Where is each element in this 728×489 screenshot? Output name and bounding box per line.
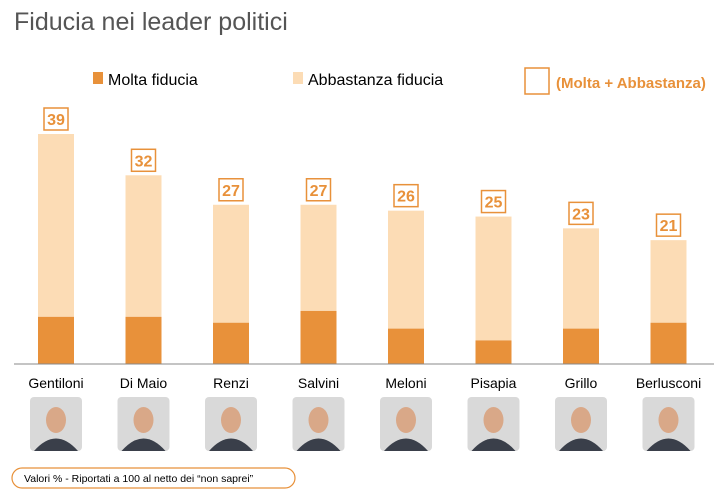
- bar-abbastanza-berlusconi: [650, 240, 687, 323]
- photo-face: [133, 407, 154, 433]
- legend: Molta fiducia Abbastanza fiducia (Molta …: [93, 67, 706, 95]
- photo-face: [658, 407, 679, 433]
- category-label-grillo: Grillo: [565, 375, 598, 391]
- legend-swatch-abbastanza: [293, 72, 303, 84]
- leader-photos-group: [30, 397, 695, 451]
- photo-shoulders: [559, 438, 603, 451]
- total-label-pisapia: 25: [485, 195, 503, 212]
- photo-face: [571, 407, 591, 433]
- photo-pisapia: [467, 397, 520, 451]
- category-label-salvini: Salvini: [298, 375, 339, 391]
- photo-di-maio: [117, 397, 170, 451]
- total-label-meloni: 26: [397, 189, 415, 206]
- photo-shoulders: [646, 438, 691, 451]
- photo-gentiloni: [30, 397, 82, 451]
- footnote-box: [11, 467, 296, 489]
- category-label-gentiloni: Gentiloni: [28, 375, 83, 391]
- bars-group: [38, 134, 687, 364]
- total-box-meloni: [393, 183, 419, 208]
- legend-swatch-molta: [93, 72, 103, 84]
- chart-title: Fiducia nei leader politici: [14, 8, 288, 36]
- category-label-renzi: Renzi: [213, 375, 249, 391]
- photo-shoulders: [296, 438, 341, 451]
- bar-abbastanza-pisapia: [475, 216, 512, 341]
- footnote-text: Valori % - Riportati a 100 al netto dei …: [24, 473, 254, 485]
- bar-molta-meloni: [388, 328, 424, 364]
- photo-renzi: [205, 397, 257, 451]
- bar-abbastanza-salvini: [300, 204, 337, 311]
- photo-shoulders: [121, 438, 166, 451]
- legend-label-abbastanza: Abbastanza fiducia: [308, 72, 443, 89]
- bar-abbastanza-grillo: [563, 228, 599, 329]
- total-label-renzi: 27: [222, 183, 240, 200]
- legend-label-total: (Molta + Abbastanza): [556, 75, 706, 92]
- bar-abbastanza-di-maio: [125, 175, 162, 317]
- photo-face: [221, 407, 241, 433]
- photo-shoulders: [209, 438, 253, 451]
- photo-face: [396, 407, 416, 433]
- photo-meloni: [380, 397, 432, 451]
- bar-molta-pisapia: [475, 340, 512, 364]
- photo-shoulders: [34, 438, 78, 451]
- category-label-pisapia: Pisapia: [471, 375, 517, 391]
- total-labels-group: 39 32 27 27 26 25 23 21: [43, 107, 682, 237]
- total-box-gentiloni: [43, 107, 69, 131]
- bar-abbastanza-meloni: [388, 210, 424, 329]
- total-box-grillo: [568, 201, 594, 226]
- total-label-grillo: 23: [572, 206, 590, 223]
- category-label-di-maio: Di Maio: [120, 375, 168, 391]
- total-label-salvini: 27: [310, 183, 328, 200]
- photo-salvini: [292, 397, 345, 451]
- photo-face: [483, 407, 504, 433]
- photo-face: [46, 407, 66, 433]
- legend-label-molta: Molta fiducia: [108, 72, 198, 89]
- bar-molta-berlusconi: [650, 322, 687, 364]
- total-box-di-maio: [130, 148, 157, 173]
- bar-abbastanza-gentiloni: [38, 134, 74, 317]
- total-box-renzi: [218, 178, 244, 202]
- photo-grillo: [555, 397, 607, 451]
- bar-molta-renzi: [213, 322, 249, 364]
- total-box-pisapia: [480, 189, 507, 214]
- photo-shoulders: [384, 438, 428, 451]
- bar-molta-salvini: [300, 310, 337, 364]
- total-box-salvini: [305, 178, 332, 202]
- bar-molta-gentiloni: [38, 316, 74, 364]
- photo-shoulders: [471, 438, 516, 451]
- total-box-berlusconi: [655, 213, 682, 237]
- category-label-berlusconi: Berlusconi: [636, 375, 701, 391]
- total-label-berlusconi: 21: [660, 218, 678, 235]
- category-label-meloni: Meloni: [385, 375, 426, 391]
- bar-abbastanza-renzi: [213, 204, 249, 323]
- photo-face: [308, 407, 329, 433]
- total-label-gentiloni: 39: [47, 112, 65, 129]
- category-labels-group: Gentiloni Di Maio Renzi Salvini Meloni Pisapi…: [28, 375, 701, 391]
- legend-swatch-total: [524, 67, 550, 95]
- bar-molta-di-maio: [125, 316, 162, 364]
- bar-molta-grillo: [563, 328, 599, 364]
- photo-berlusconi: [642, 397, 695, 451]
- footnote: Valori % - Riportati a 100 al netto dei …: [11, 467, 296, 489]
- total-label-di-maio: 32: [135, 153, 153, 170]
